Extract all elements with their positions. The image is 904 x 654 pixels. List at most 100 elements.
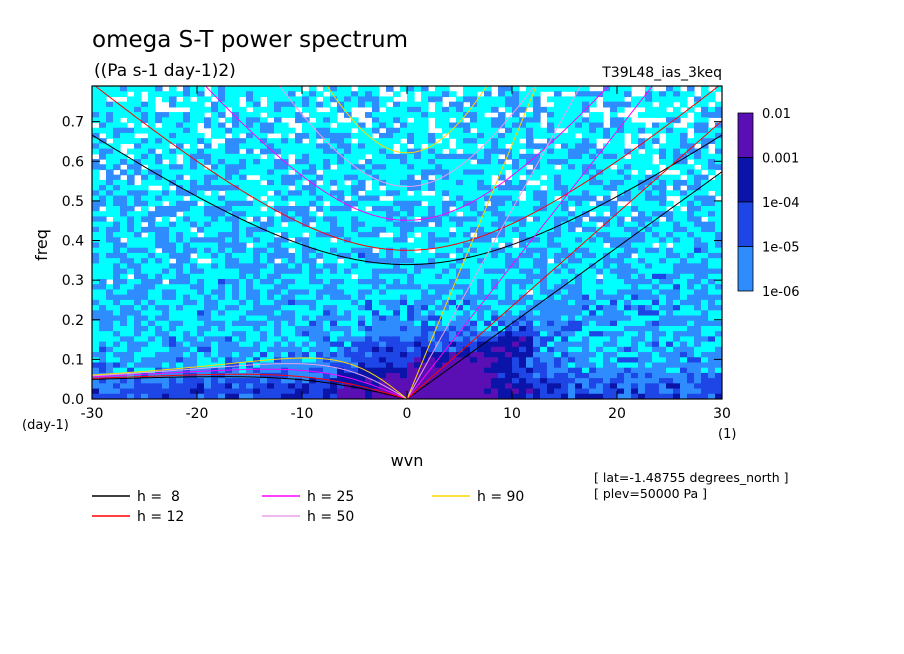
heat-cell: [715, 252, 722, 259]
heat-cell: [351, 357, 359, 364]
heat-cell: [512, 341, 520, 348]
heat-cell: [302, 341, 310, 348]
heat-cell: [232, 216, 240, 223]
heat-cell: [624, 159, 632, 165]
heat-cell: [365, 242, 373, 249]
heat-cell: [715, 284, 722, 291]
heat-cell: [127, 279, 135, 285]
heat-cell: [449, 190, 457, 197]
heat-cell: [463, 315, 471, 322]
heat-cell: [498, 226, 506, 233]
heat-cell: [113, 273, 121, 280]
heat-cell: [470, 132, 478, 139]
heat-cell: [484, 237, 492, 244]
heat-cell: [169, 122, 177, 129]
heat-cell: [456, 378, 464, 384]
heat-cell: [568, 372, 576, 379]
heat-cell: [449, 127, 457, 134]
heat-cell: [407, 378, 415, 384]
heat-cell: [512, 122, 520, 129]
heat-cell: [603, 179, 611, 186]
heat-cell: [393, 315, 401, 322]
heat-cell: [239, 378, 247, 384]
heat-cell: [498, 331, 506, 337]
heat-cell: [652, 273, 660, 280]
heat-cell: [99, 310, 107, 317]
heat-cell: [92, 169, 100, 176]
heat-cell: [141, 258, 149, 264]
heat-cell: [379, 132, 387, 139]
heat-cell: [694, 383, 702, 390]
heat-cell: [715, 378, 722, 384]
heat-cell: [141, 252, 149, 259]
heat-cell: [379, 247, 387, 254]
heat-cell: [673, 216, 681, 223]
heat-cell: [337, 284, 345, 291]
heat-cell: [400, 367, 408, 374]
heat-cell: [624, 258, 632, 264]
heat-cell: [309, 299, 317, 306]
heat-cell: [218, 268, 226, 275]
heat-cell: [358, 346, 366, 353]
heat-cell: [134, 169, 142, 176]
heat-cell: [526, 138, 534, 144]
heat-cell: [267, 148, 275, 155]
heat-cell: [477, 226, 485, 233]
heat-cell: [211, 315, 219, 322]
heat-cell: [456, 331, 464, 337]
heat-cell: [701, 242, 709, 249]
heat-cell: [470, 174, 478, 181]
heat-cell: [652, 263, 660, 270]
heat-cell: [253, 159, 261, 165]
heat-cell: [127, 117, 135, 124]
heat-cell: [470, 185, 478, 191]
heat-cell: [526, 305, 534, 311]
heat-cell: [253, 164, 261, 171]
heat-cell: [680, 258, 688, 264]
heat-cell: [687, 362, 695, 369]
heat-cell: [127, 200, 135, 207]
heat-cell: [498, 232, 506, 238]
heat-cell: [246, 117, 254, 124]
heat-cell: [533, 367, 541, 374]
heat-cell: [197, 367, 205, 374]
heat-cell: [470, 216, 478, 223]
heat-cell: [519, 305, 527, 311]
heat-cell: [246, 101, 254, 108]
heat-cell: [148, 320, 156, 327]
heat-cell: [694, 200, 702, 207]
heat-cell: [435, 148, 443, 155]
heat-cell: [638, 284, 646, 291]
heat-cell: [351, 211, 359, 218]
heat-cell: [274, 325, 282, 332]
heat-cell: [204, 237, 212, 244]
heat-cell: [141, 185, 149, 191]
heat-cell: [687, 164, 695, 171]
heat-cell: [428, 132, 436, 139]
heat-cell: [407, 273, 415, 280]
heat-cell: [715, 367, 722, 374]
heat-cell: [190, 237, 198, 244]
heat-cell: [162, 226, 170, 233]
heat-cell: [449, 352, 457, 358]
heat-cell: [120, 159, 128, 165]
heat-cell: [414, 117, 422, 124]
heat-cell: [589, 372, 597, 379]
heat-cell: [582, 179, 590, 186]
heat-cell: [442, 341, 450, 348]
heat-cell: [134, 299, 142, 306]
heat-cell: [106, 263, 114, 270]
heat-cell: [281, 252, 289, 259]
heat-cell: [540, 336, 548, 343]
heat-cell: [281, 289, 289, 296]
heat-cell: [330, 216, 338, 223]
heat-cell: [547, 122, 555, 129]
heat-cell: [638, 205, 646, 212]
heat-cell: [351, 352, 359, 358]
heat-cell: [659, 268, 667, 275]
heat-cell: [435, 117, 443, 124]
heat-cell: [351, 378, 359, 384]
heat-cell: [386, 336, 394, 343]
heat-cell: [435, 205, 443, 212]
heat-cell: [589, 127, 597, 134]
